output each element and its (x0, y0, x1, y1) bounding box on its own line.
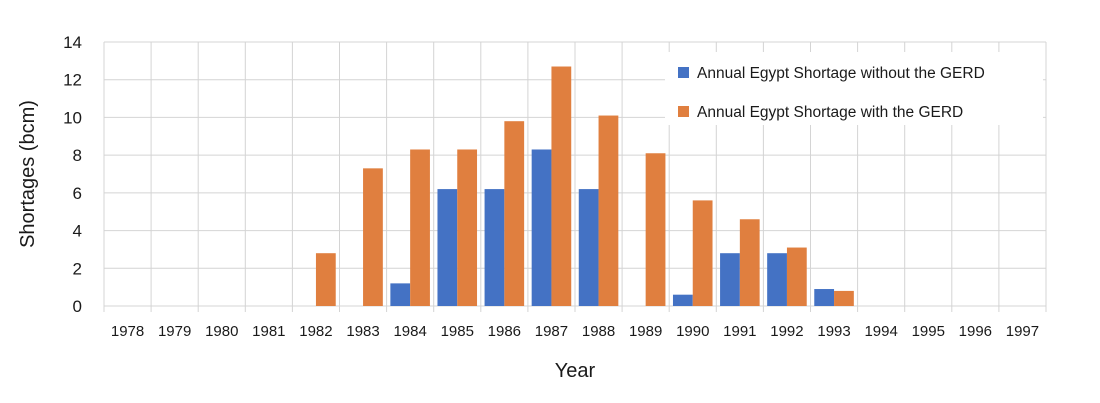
x-tick-label: 1986 (488, 323, 521, 340)
bar-without-gerd-1987 (531, 149, 552, 306)
legend-swatch-without-gerd (678, 67, 689, 78)
bar-with-gerd-1985 (457, 149, 478, 306)
bar-without-gerd-1986 (484, 189, 505, 306)
bar-with-gerd-1982 (315, 253, 336, 306)
x-tick-label: 1994 (864, 323, 897, 340)
x-tick-label: 1995 (912, 323, 945, 340)
y-tick-label: 12 (63, 71, 82, 90)
x-tick-label: 1991 (723, 323, 756, 340)
legend-label-without-gerd: Annual Egypt Shortage without the GERD (697, 65, 985, 82)
axes: 0 2 4 6 8 10 12 14 1978 1979 1980 1981 1982 1983 1984 1… (63, 33, 1039, 340)
x-tick-label: 1992 (770, 323, 803, 340)
x-tick-label: 1980 (205, 323, 238, 340)
y-tick-label: 10 (63, 108, 82, 127)
y-tick-label: 4 (73, 222, 82, 241)
x-tick-label: 1996 (959, 323, 992, 340)
bar-with-gerd-1993 (834, 290, 854, 306)
bar-without-gerd-1985 (437, 189, 458, 306)
x-tick-label: 1983 (346, 323, 379, 340)
legend-label-with-gerd: Annual Egypt Shortage with the GERD (697, 104, 963, 121)
grid (103, 41, 1047, 312)
x-tick-label: 1989 (629, 323, 662, 340)
x-tick-label: 1988 (582, 323, 615, 340)
bar-with-gerd-1990 (692, 200, 713, 306)
bar-with-gerd-1983 (363, 168, 383, 306)
y-tick-label: 0 (73, 297, 82, 316)
bar-without-gerd-1993 (814, 289, 835, 306)
y-axis-title: Shortages (bcm) (17, 100, 39, 248)
legend-swatch-with-gerd (678, 106, 689, 117)
y-tick-label: 6 (73, 184, 82, 203)
bar-with-gerd-1992 (786, 247, 807, 306)
bar-with-gerd-1986 (504, 121, 525, 306)
x-tick-label: 1982 (299, 323, 332, 340)
legend: Annual Egypt Shortage without the GERD A… (665, 52, 1043, 125)
bar-with-gerd-1988 (598, 115, 619, 307)
bar-with-gerd-1991 (739, 219, 760, 306)
x-tick-label: 1990 (676, 323, 709, 340)
bar-with-gerd-1989 (645, 153, 666, 306)
bar-with-gerd-1984 (410, 149, 430, 306)
y-tick-label: 2 (73, 259, 82, 278)
bars (315, 66, 854, 307)
y-tick-label: 8 (73, 146, 82, 165)
bar-without-gerd-1991 (720, 253, 740, 306)
y-tick-label: 14 (63, 33, 82, 52)
x-tick-label: 1987 (535, 323, 568, 340)
x-tick-label: 1979 (158, 323, 191, 340)
bar-without-gerd-1992 (767, 253, 787, 306)
x-tick-label: 1984 (393, 323, 426, 340)
x-tick-label: 1981 (252, 323, 285, 340)
bar-without-gerd-1988 (578, 189, 599, 306)
legend-background (665, 52, 1043, 125)
x-tick-label: 1978 (111, 323, 144, 340)
bar-with-gerd-1987 (551, 66, 572, 306)
x-tick-label: 1997 (1006, 323, 1039, 340)
x-axis-title: Year (555, 360, 596, 382)
x-tick-label: 1985 (441, 323, 474, 340)
x-tick-label: 1993 (817, 323, 850, 340)
bar-without-gerd-1990 (672, 294, 693, 306)
bar-without-gerd-1984 (390, 283, 411, 306)
